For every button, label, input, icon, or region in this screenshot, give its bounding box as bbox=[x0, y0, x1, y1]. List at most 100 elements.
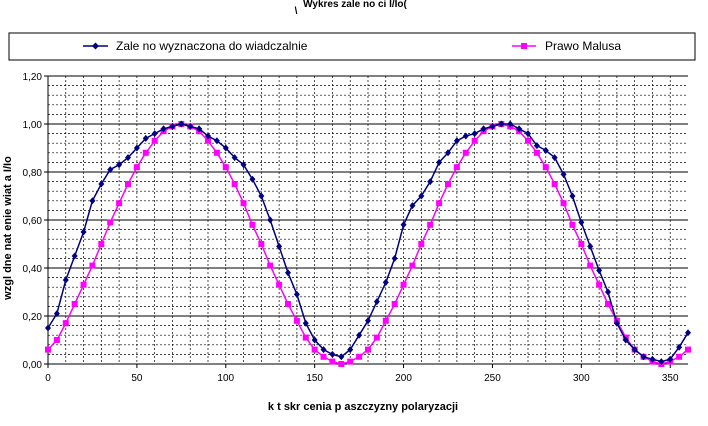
data-point-series-1 bbox=[542, 146, 549, 154]
data-point-series-1 bbox=[631, 346, 638, 354]
data-point-series-2 bbox=[276, 281, 283, 288]
data-point-series-1 bbox=[311, 336, 318, 344]
data-point-series-1 bbox=[569, 192, 576, 200]
data-point-series-1 bbox=[533, 142, 540, 150]
data-point-series-1 bbox=[418, 192, 425, 200]
data-point-series-2 bbox=[311, 346, 318, 353]
data-point-series-1 bbox=[169, 122, 176, 130]
data-point-series-2 bbox=[151, 137, 158, 144]
x-axis-label: k t skr cenia p aszczyzny polaryzacji bbox=[268, 401, 458, 413]
data-point-series-2 bbox=[213, 149, 220, 156]
x-tick-label: 100 bbox=[217, 373, 234, 384]
data-point-series-2 bbox=[365, 346, 371, 353]
data-point-series-1 bbox=[658, 358, 665, 366]
data-point-series-2 bbox=[53, 337, 60, 343]
data-point-series-2 bbox=[45, 346, 51, 353]
data-point-series-1 bbox=[560, 170, 567, 178]
data-point-series-1 bbox=[489, 122, 496, 130]
data-point-series-2 bbox=[320, 353, 327, 360]
data-point-series-2 bbox=[533, 149, 540, 156]
y-tick-label: 0,20 bbox=[23, 312, 43, 323]
data-point-series-2 bbox=[578, 241, 585, 247]
data-point-series-1 bbox=[507, 120, 514, 128]
data-point-series-2 bbox=[338, 361, 345, 367]
legend-marker-series-2 bbox=[521, 43, 527, 49]
data-point-series-2 bbox=[356, 353, 363, 360]
data-point-series-1 bbox=[267, 216, 274, 224]
data-point-series-2 bbox=[125, 181, 131, 187]
data-point-series-2 bbox=[542, 164, 549, 171]
data-point-series-1 bbox=[578, 218, 585, 226]
data-point-series-2 bbox=[391, 301, 398, 307]
data-point-series-1 bbox=[89, 197, 96, 205]
data-point-series-1 bbox=[667, 355, 674, 363]
series-group bbox=[45, 120, 691, 367]
data-point-series-1 bbox=[373, 298, 380, 306]
data-point-series-2 bbox=[418, 241, 425, 247]
data-point-series-1 bbox=[196, 125, 203, 133]
data-point-series-1 bbox=[409, 202, 416, 210]
data-point-series-1 bbox=[107, 166, 114, 174]
y-tick-label: 1,00 bbox=[23, 120, 43, 131]
data-point-series-1 bbox=[498, 120, 505, 128]
data-point-series-1 bbox=[80, 228, 87, 236]
data-point-series-1 bbox=[365, 317, 371, 325]
chart-title: Wykres zale no ci I/Io( bbox=[303, 0, 407, 10]
data-point-series-2 bbox=[116, 200, 123, 207]
data-point-series-1 bbox=[525, 130, 531, 138]
data-point-series-1 bbox=[187, 122, 194, 130]
data-point-series-1 bbox=[293, 290, 300, 298]
data-point-series-2 bbox=[240, 200, 247, 207]
data-point-series-1 bbox=[249, 175, 256, 183]
data-point-series-1 bbox=[622, 336, 629, 344]
data-point-series-2 bbox=[676, 353, 683, 360]
data-point-series-1 bbox=[676, 343, 683, 351]
data-point-series-2 bbox=[427, 221, 434, 228]
legend-marker-series-1 bbox=[92, 42, 99, 50]
data-point-series-1 bbox=[391, 254, 398, 262]
x-tick-label: 300 bbox=[573, 373, 590, 384]
data-point-series-1 bbox=[338, 353, 345, 361]
data-point-series-1 bbox=[471, 130, 478, 138]
data-point-series-2 bbox=[605, 301, 611, 307]
data-point-series-2 bbox=[80, 281, 87, 288]
data-point-series-1 bbox=[116, 161, 123, 169]
data-point-series-1 bbox=[285, 269, 291, 277]
data-point-series-1 bbox=[213, 137, 220, 145]
data-point-series-1 bbox=[258, 192, 265, 200]
data-point-series-1 bbox=[98, 180, 105, 188]
x-tick-label: 0 bbox=[45, 373, 51, 384]
data-point-series-1 bbox=[462, 132, 469, 140]
data-point-series-1 bbox=[142, 134, 149, 142]
data-point-series-1 bbox=[613, 319, 620, 327]
data-point-series-2 bbox=[231, 181, 238, 187]
data-point-series-1 bbox=[445, 149, 451, 157]
chart-title-line2: \ bbox=[295, 6, 298, 17]
data-point-series-1 bbox=[587, 242, 594, 250]
data-point-series-1 bbox=[62, 276, 69, 284]
data-point-series-1 bbox=[320, 346, 327, 354]
x-tick-label: 200 bbox=[395, 373, 412, 384]
legend-label-series-1: Zale no wyznaczona do wiadczalnie bbox=[116, 39, 308, 53]
data-point-series-2 bbox=[267, 262, 274, 269]
data-point-series-2 bbox=[373, 334, 380, 341]
data-point-series-1 bbox=[516, 125, 523, 133]
data-point-series-1 bbox=[240, 161, 247, 169]
data-point-series-1 bbox=[71, 252, 78, 260]
data-point-series-1 bbox=[151, 130, 158, 138]
data-point-series-1 bbox=[302, 319, 309, 327]
data-point-series-2 bbox=[142, 149, 149, 156]
x-tick-label: 250 bbox=[484, 373, 501, 384]
y-tick-label: 0,60 bbox=[23, 216, 43, 227]
data-point-series-2 bbox=[205, 137, 211, 144]
data-point-series-2 bbox=[133, 164, 140, 171]
data-point-series-2 bbox=[685, 346, 691, 353]
data-point-series-2 bbox=[293, 317, 300, 324]
data-point-series-2 bbox=[249, 221, 256, 228]
data-point-series-2 bbox=[98, 241, 105, 247]
y-tick-label: 0,80 bbox=[23, 168, 43, 179]
data-point-series-1 bbox=[436, 158, 443, 166]
data-point-series-1 bbox=[160, 125, 167, 133]
y-tick-label: 0,00 bbox=[23, 360, 43, 371]
